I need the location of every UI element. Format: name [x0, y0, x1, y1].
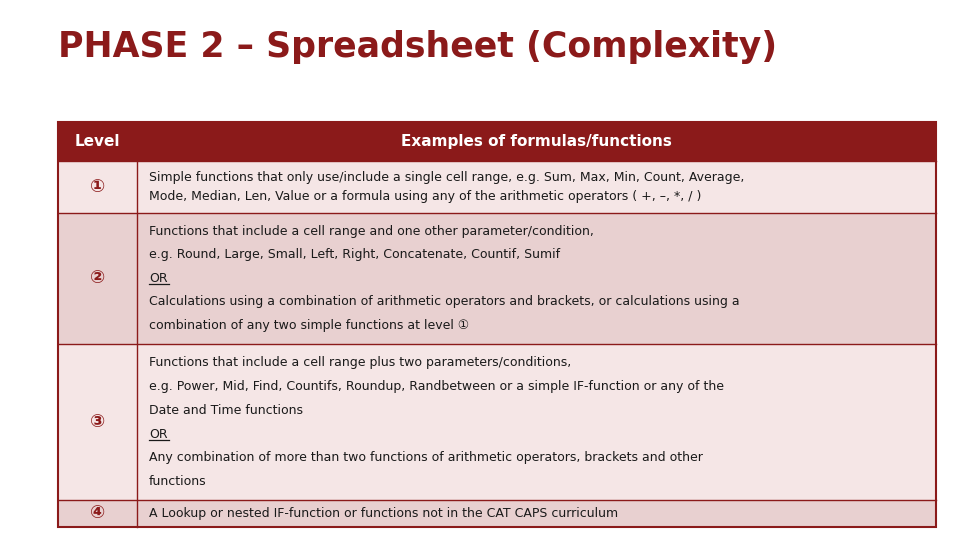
Text: e.g. Power, Mid, Find, Countifs, Roundup, Randbetween or a simple IF-function or: e.g. Power, Mid, Find, Countifs, Roundup… — [149, 380, 724, 393]
Text: ①: ① — [89, 178, 105, 196]
Text: PHASE 2 – Spreadsheet (Complexity): PHASE 2 – Spreadsheet (Complexity) — [58, 30, 777, 64]
Text: A Lookup or nested IF-function or functions not in the CAT CAPS curriculum: A Lookup or nested IF-function or functi… — [149, 507, 618, 520]
Text: Simple functions that only use/include a single cell range, e.g. Sum, Max, Min, : Simple functions that only use/include a… — [149, 171, 745, 184]
Bar — [58, 213, 936, 343]
Text: Date and Time functions: Date and Time functions — [149, 403, 303, 416]
Text: Level: Level — [74, 134, 120, 148]
Bar — [58, 161, 936, 213]
Text: Mode, Median, Len, Value or a formula using any of the arithmetic operators ( +,: Mode, Median, Len, Value or a formula us… — [149, 190, 702, 204]
Text: Functions that include a cell range and one other parameter/condition,: Functions that include a cell range and … — [149, 225, 594, 238]
Text: Examples of formulas/functions: Examples of formulas/functions — [401, 134, 672, 148]
Text: Functions that include a cell range plus two parameters/conditions,: Functions that include a cell range plus… — [149, 356, 571, 369]
Text: Any combination of more than two functions of arithmetic operators, brackets and: Any combination of more than two functio… — [149, 451, 703, 464]
Bar — [58, 122, 936, 161]
Text: functions: functions — [149, 475, 206, 489]
Text: ④: ④ — [89, 504, 105, 522]
Text: Calculations using a combination of arithmetic operators and brackets, or calcul: Calculations using a combination of arit… — [149, 295, 740, 308]
Bar — [58, 343, 936, 501]
Text: OR: OR — [149, 428, 168, 441]
Text: e.g. Round, Large, Small, Left, Right, Concatenate, Countif, Sumif: e.g. Round, Large, Small, Left, Right, C… — [149, 248, 561, 261]
Text: ③: ③ — [89, 413, 105, 431]
Bar — [58, 122, 936, 526]
Text: combination of any two simple functions at level ①: combination of any two simple functions … — [149, 319, 469, 332]
Text: ②: ② — [89, 269, 105, 287]
Text: OR: OR — [149, 272, 168, 285]
Bar — [58, 501, 936, 526]
